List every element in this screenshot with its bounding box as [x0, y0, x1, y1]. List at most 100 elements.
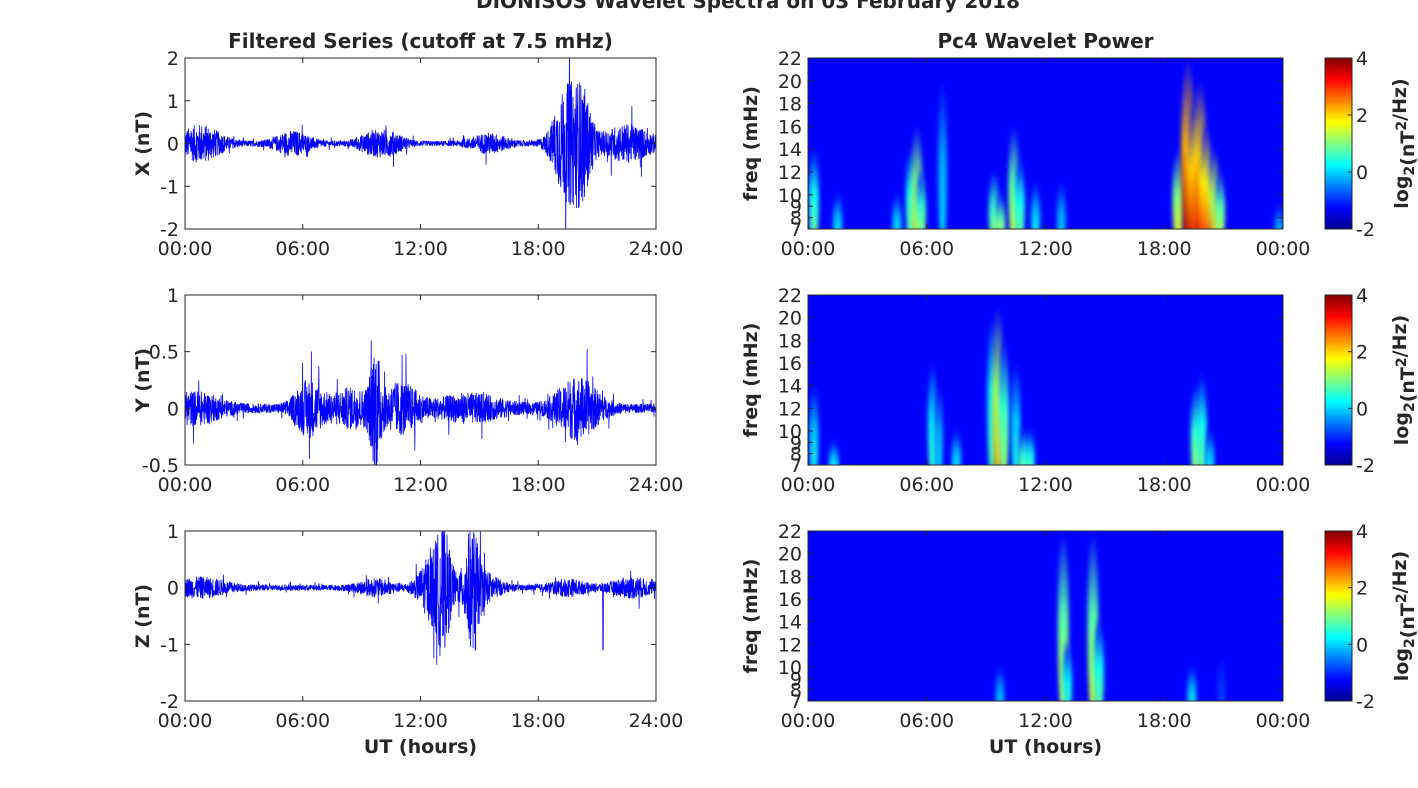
colorbar-gradient	[1325, 295, 1352, 465]
power-feature	[934, 385, 944, 465]
x-tick-label: 18:00	[511, 238, 566, 260]
colorbar-tick-label: 2	[1356, 342, 1368, 364]
y-tick-label: 18	[778, 94, 802, 116]
y-tick-label: 1	[167, 521, 179, 543]
y-tick-label: 16	[778, 353, 802, 375]
x-tick-label: 24:00	[629, 474, 684, 496]
y-tick-label: 14	[778, 139, 802, 161]
colorbar: -2 0 2 4 log2(nT2/Hz)	[1324, 285, 1418, 477]
series-line	[185, 340, 656, 465]
y-tick-label: 12	[778, 162, 802, 184]
x-tick-label: 06:00	[899, 474, 954, 496]
x-tick-label: 00:00	[781, 474, 836, 496]
x-tick-label: 12:00	[1018, 474, 1073, 496]
power-feature	[828, 442, 839, 465]
y-tick-label: 0	[167, 134, 179, 156]
power-feature	[1024, 431, 1035, 465]
y-filtered-plot: -0.5 0 0.5 1 Y (nT)	[132, 285, 657, 477]
x-tick-label: 00:00	[781, 238, 836, 260]
x-tick-label: 06:00	[275, 474, 330, 496]
colorbar-tick-label: 4	[1356, 521, 1368, 543]
power-feature	[1172, 149, 1184, 229]
y-axis-label: Y (nT)	[132, 348, 154, 413]
colorbar-frame	[1324, 57, 1353, 230]
colorbar-label: log2(nT2/Hz)	[1389, 78, 1418, 208]
y-tick-label: 20	[778, 308, 802, 330]
x-tick-label: 12:00	[1018, 710, 1073, 732]
x-tick-label: 00:00	[1256, 474, 1311, 496]
x-tick-label: 18:00	[1137, 710, 1192, 732]
power-feature	[938, 80, 947, 229]
y-tick-label: 22	[778, 521, 802, 543]
y-tick-label: 16	[778, 589, 802, 611]
colorbar-label: log2(nT2/Hz)	[1389, 551, 1418, 681]
power-feature	[809, 385, 819, 465]
x-tick-label: 18:00	[1137, 474, 1192, 496]
power-feature	[1011, 363, 1021, 465]
y-tick-label: 18	[778, 566, 802, 588]
colorbar-tick-label: 4	[1356, 285, 1368, 307]
y-tick-label: 1	[167, 91, 179, 113]
x-axis-label: UT (hours)	[364, 736, 477, 758]
power-feature	[1187, 667, 1197, 701]
y-tick-label: 20	[778, 544, 802, 566]
power-feature	[808, 149, 819, 229]
y-tick-label: 20	[778, 71, 802, 93]
y-tick-label: 9	[790, 668, 802, 690]
y-axis-label: freq (mHz)	[740, 323, 762, 438]
y-axis-label: Z (nT)	[132, 584, 154, 648]
x-tick-label: 06:00	[899, 710, 954, 732]
y-tick-label: -1	[160, 176, 179, 198]
x-tick-label: 12:00	[393, 474, 448, 496]
y-tick-label: 9	[790, 196, 802, 218]
power-feature	[1196, 374, 1207, 465]
power-feature	[833, 194, 843, 229]
y-axis-label: freq (mHz)	[740, 559, 762, 674]
x-axis-label: UT (hours)	[989, 736, 1102, 758]
y-tick-label: 7	[790, 219, 802, 241]
y-axis-label: X (nT)	[132, 111, 154, 176]
y-tick-label: -0.5	[142, 455, 179, 477]
x-tick-label: 00:00	[1256, 710, 1311, 732]
x-tick-label: 00:00	[158, 710, 213, 732]
y-tick-label: 2	[167, 48, 179, 70]
x-tick-label: 00:00	[1256, 238, 1311, 260]
y-tick-label: 22	[778, 285, 802, 307]
y-tick-label: 10	[778, 421, 802, 443]
colorbar: -2 0 2 4 log2(nT2/Hz)	[1324, 48, 1418, 241]
series-line	[185, 58, 656, 229]
power-feature	[1056, 183, 1066, 229]
colorbar-frame	[1324, 530, 1353, 702]
y-tick-label: 10	[778, 185, 802, 207]
colorbar-tick-label: 2	[1356, 578, 1368, 600]
y-tick-label: 7	[790, 455, 802, 477]
heatmap-background	[808, 531, 1283, 701]
colorbar-tick-label: 0	[1356, 162, 1368, 184]
x-tick-label: 06:00	[275, 710, 330, 732]
colorbar-tick-label: -2	[1356, 455, 1375, 477]
y-tick-label: 1	[167, 285, 179, 307]
power-feature	[998, 340, 1010, 465]
x-tick-label: 24:00	[629, 238, 684, 260]
colorbar-tick-label: 0	[1356, 634, 1368, 656]
x-tick-label: 00:00	[781, 710, 836, 732]
x-tick-label: 18:00	[511, 710, 566, 732]
y-tick-label: 0	[167, 578, 179, 600]
panel-title: Filtered Series (cutoff at 7.5 mHz)	[228, 29, 613, 53]
colorbar-tick-label: 0	[1356, 398, 1368, 420]
power-feature	[1031, 183, 1041, 229]
x-tick-label: 06:00	[899, 238, 954, 260]
x-tick-label: 18:00	[511, 474, 566, 496]
x-filtered-plot: -2 -1 0 1 2 X (nT) Filtered Series (cutoff at …	[132, 29, 657, 241]
y-tick-label: 8	[790, 444, 802, 466]
z-filtered-plot: -2 -1 0 1 Z (nT)	[132, 521, 657, 713]
colorbar-label: log2(nT2/Hz)	[1389, 315, 1418, 445]
x-tick-label: 00:00	[158, 238, 213, 260]
y-tick-label: 16	[778, 116, 802, 138]
y-tick-label: 22	[778, 48, 802, 70]
colorbar-tick-label: -2	[1356, 219, 1375, 241]
plot-area	[185, 531, 656, 701]
